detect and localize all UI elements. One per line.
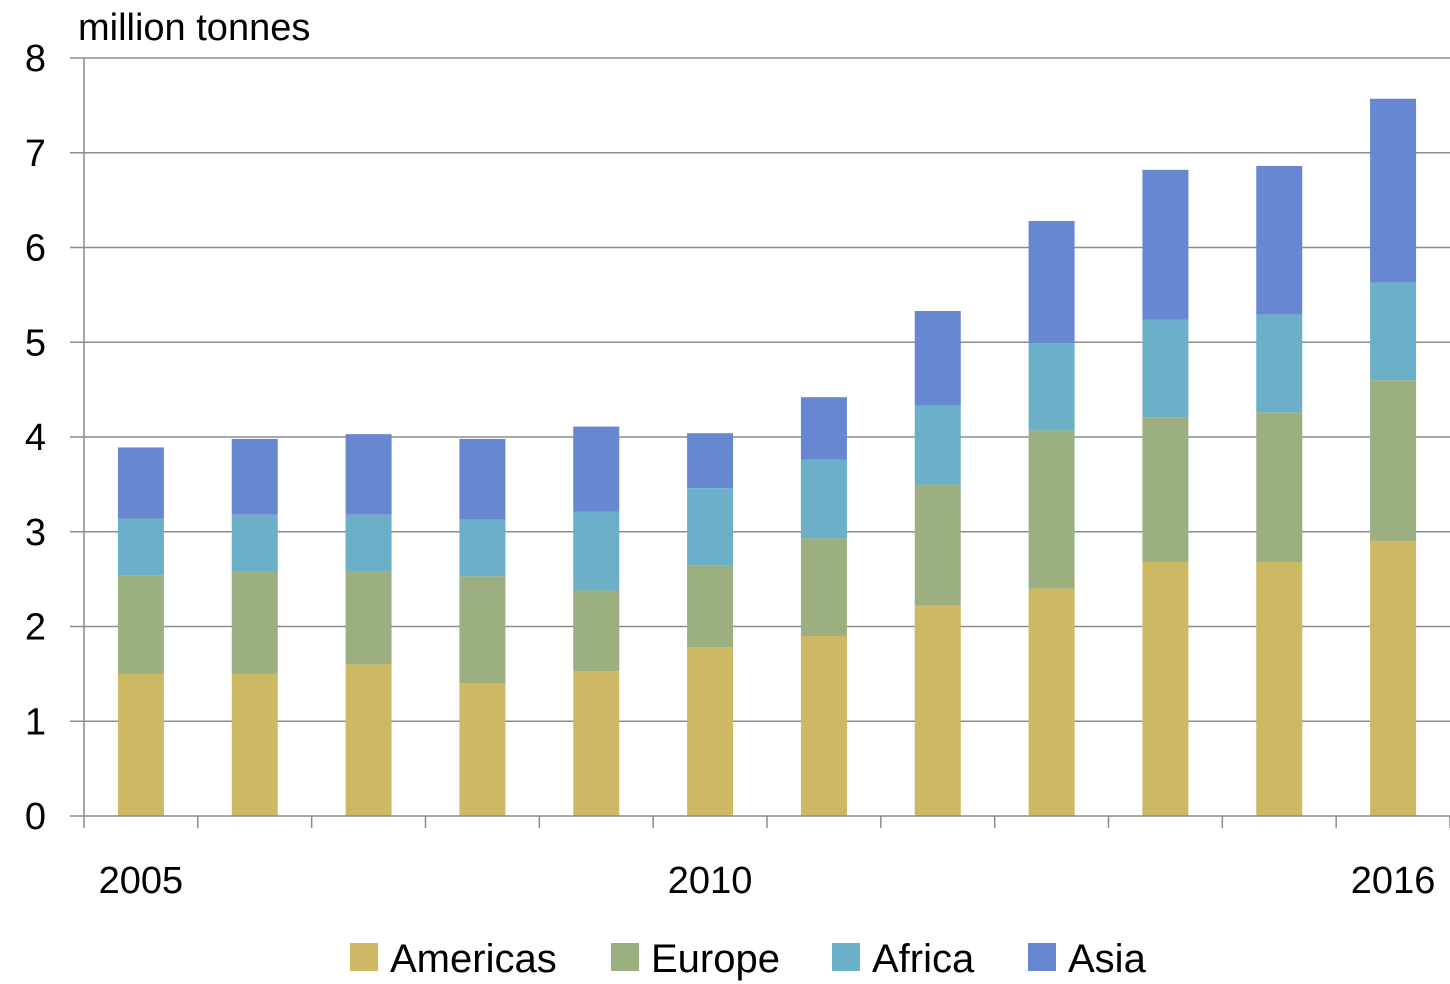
bar-segment-asia-2012 bbox=[914, 310, 961, 406]
bar-segment-africa-2010 bbox=[687, 488, 734, 566]
x-axis-tick-labels: 2005 2010 2016 bbox=[99, 860, 1436, 902]
bar-segment-africa-2006 bbox=[231, 514, 278, 572]
bars bbox=[117, 98, 1417, 816]
x-tick-label: 2010 bbox=[668, 860, 753, 902]
bar-segment-africa-2012 bbox=[914, 405, 961, 485]
y-tick-label: 5 bbox=[25, 322, 46, 364]
legend-label: Americas bbox=[390, 937, 557, 981]
bar-segment-asia-2015 bbox=[1256, 166, 1303, 315]
bar-segment-asia-2006 bbox=[231, 438, 278, 515]
bar-segment-africa-2015 bbox=[1256, 314, 1303, 413]
bar-segment-africa-2016 bbox=[1370, 282, 1417, 381]
bar-segment-africa-2014 bbox=[1142, 319, 1189, 418]
legend-swatch bbox=[350, 943, 378, 971]
legend: Americas Europe Africa Asia bbox=[350, 937, 1147, 981]
bar-segment-americas-2005 bbox=[117, 673, 164, 816]
bar-segment-europe-2012 bbox=[914, 484, 961, 606]
bar-segment-europe-2006 bbox=[231, 571, 278, 674]
legend-label: Europe bbox=[651, 937, 780, 981]
bar-segment-europe-2011 bbox=[800, 538, 847, 636]
bar-segment-asia-2010 bbox=[687, 433, 734, 489]
bar-segment-europe-2014 bbox=[1142, 417, 1189, 563]
y-tick-label: 8 bbox=[25, 38, 46, 80]
y-tick-label: 1 bbox=[25, 701, 46, 743]
bar-segment-europe-2015 bbox=[1256, 412, 1303, 563]
bar-segment-asia-2007 bbox=[345, 434, 392, 515]
x-tick-label: 2016 bbox=[1351, 860, 1436, 902]
bar-segment-americas-2006 bbox=[231, 673, 278, 816]
y-axis-tick-labels: 0 1 2 3 4 5 6 7 8 bbox=[25, 38, 46, 838]
bar-segment-europe-2010 bbox=[687, 565, 734, 648]
y-axis-unit-label: million tonnes bbox=[78, 7, 310, 49]
bar-segment-americas-2014 bbox=[1142, 562, 1189, 816]
bar-segment-africa-2008 bbox=[459, 519, 506, 577]
bar-segment-americas-2013 bbox=[1028, 588, 1075, 816]
legend-item-europe: Europe bbox=[611, 937, 780, 981]
bar-segment-africa-2009 bbox=[573, 511, 620, 591]
bar-segment-asia-2016 bbox=[1370, 98, 1417, 283]
bar-segment-africa-2011 bbox=[800, 459, 847, 539]
bar-segment-americas-2007 bbox=[345, 664, 392, 816]
legend-item-americas: Americas bbox=[350, 937, 557, 981]
bar-segment-asia-2011 bbox=[800, 397, 847, 460]
legend-swatch bbox=[1028, 943, 1056, 971]
y-tick-label: 2 bbox=[25, 607, 46, 649]
y-tick-label: 0 bbox=[25, 796, 46, 838]
bar-segment-asia-2013 bbox=[1028, 220, 1075, 344]
bar-segment-africa-2007 bbox=[345, 514, 392, 572]
bar-segment-americas-2012 bbox=[914, 605, 961, 816]
bar-segment-americas-2016 bbox=[1370, 541, 1417, 816]
bar-segment-europe-2007 bbox=[345, 571, 392, 665]
bar-segment-americas-2011 bbox=[800, 635, 847, 816]
legend-item-africa: Africa bbox=[832, 937, 975, 981]
legend-swatch bbox=[611, 943, 639, 971]
bar-segment-americas-2009 bbox=[573, 671, 620, 816]
legend-label: Asia bbox=[1068, 937, 1147, 981]
y-tick-label: 6 bbox=[25, 228, 46, 270]
axes bbox=[70, 57, 1450, 828]
x-tick-label: 2005 bbox=[99, 860, 184, 902]
y-tick-label: 7 bbox=[25, 133, 46, 175]
bar-segment-africa-2005 bbox=[117, 518, 164, 576]
bar-segment-americas-2010 bbox=[687, 647, 734, 816]
bar-segment-asia-2005 bbox=[117, 447, 164, 519]
bar-segment-europe-2009 bbox=[573, 590, 620, 672]
bar-segment-americas-2008 bbox=[459, 683, 506, 816]
bar-segment-europe-2013 bbox=[1028, 430, 1075, 589]
bar-segment-europe-2016 bbox=[1370, 380, 1417, 542]
bar-segment-europe-2005 bbox=[117, 575, 164, 674]
legend-label: Africa bbox=[872, 937, 975, 981]
bar-segment-africa-2013 bbox=[1028, 343, 1075, 431]
bar-segment-americas-2015 bbox=[1256, 562, 1303, 816]
bar-segment-asia-2009 bbox=[573, 426, 620, 512]
gridlines bbox=[84, 57, 1450, 722]
y-tick-label: 4 bbox=[25, 417, 46, 459]
legend-swatch bbox=[832, 943, 860, 971]
bar-segment-asia-2008 bbox=[459, 438, 506, 520]
y-tick-label: 3 bbox=[25, 512, 46, 554]
legend-item-asia: Asia bbox=[1028, 937, 1147, 981]
bar-segment-asia-2014 bbox=[1142, 169, 1189, 320]
bar-segment-europe-2008 bbox=[459, 576, 506, 684]
